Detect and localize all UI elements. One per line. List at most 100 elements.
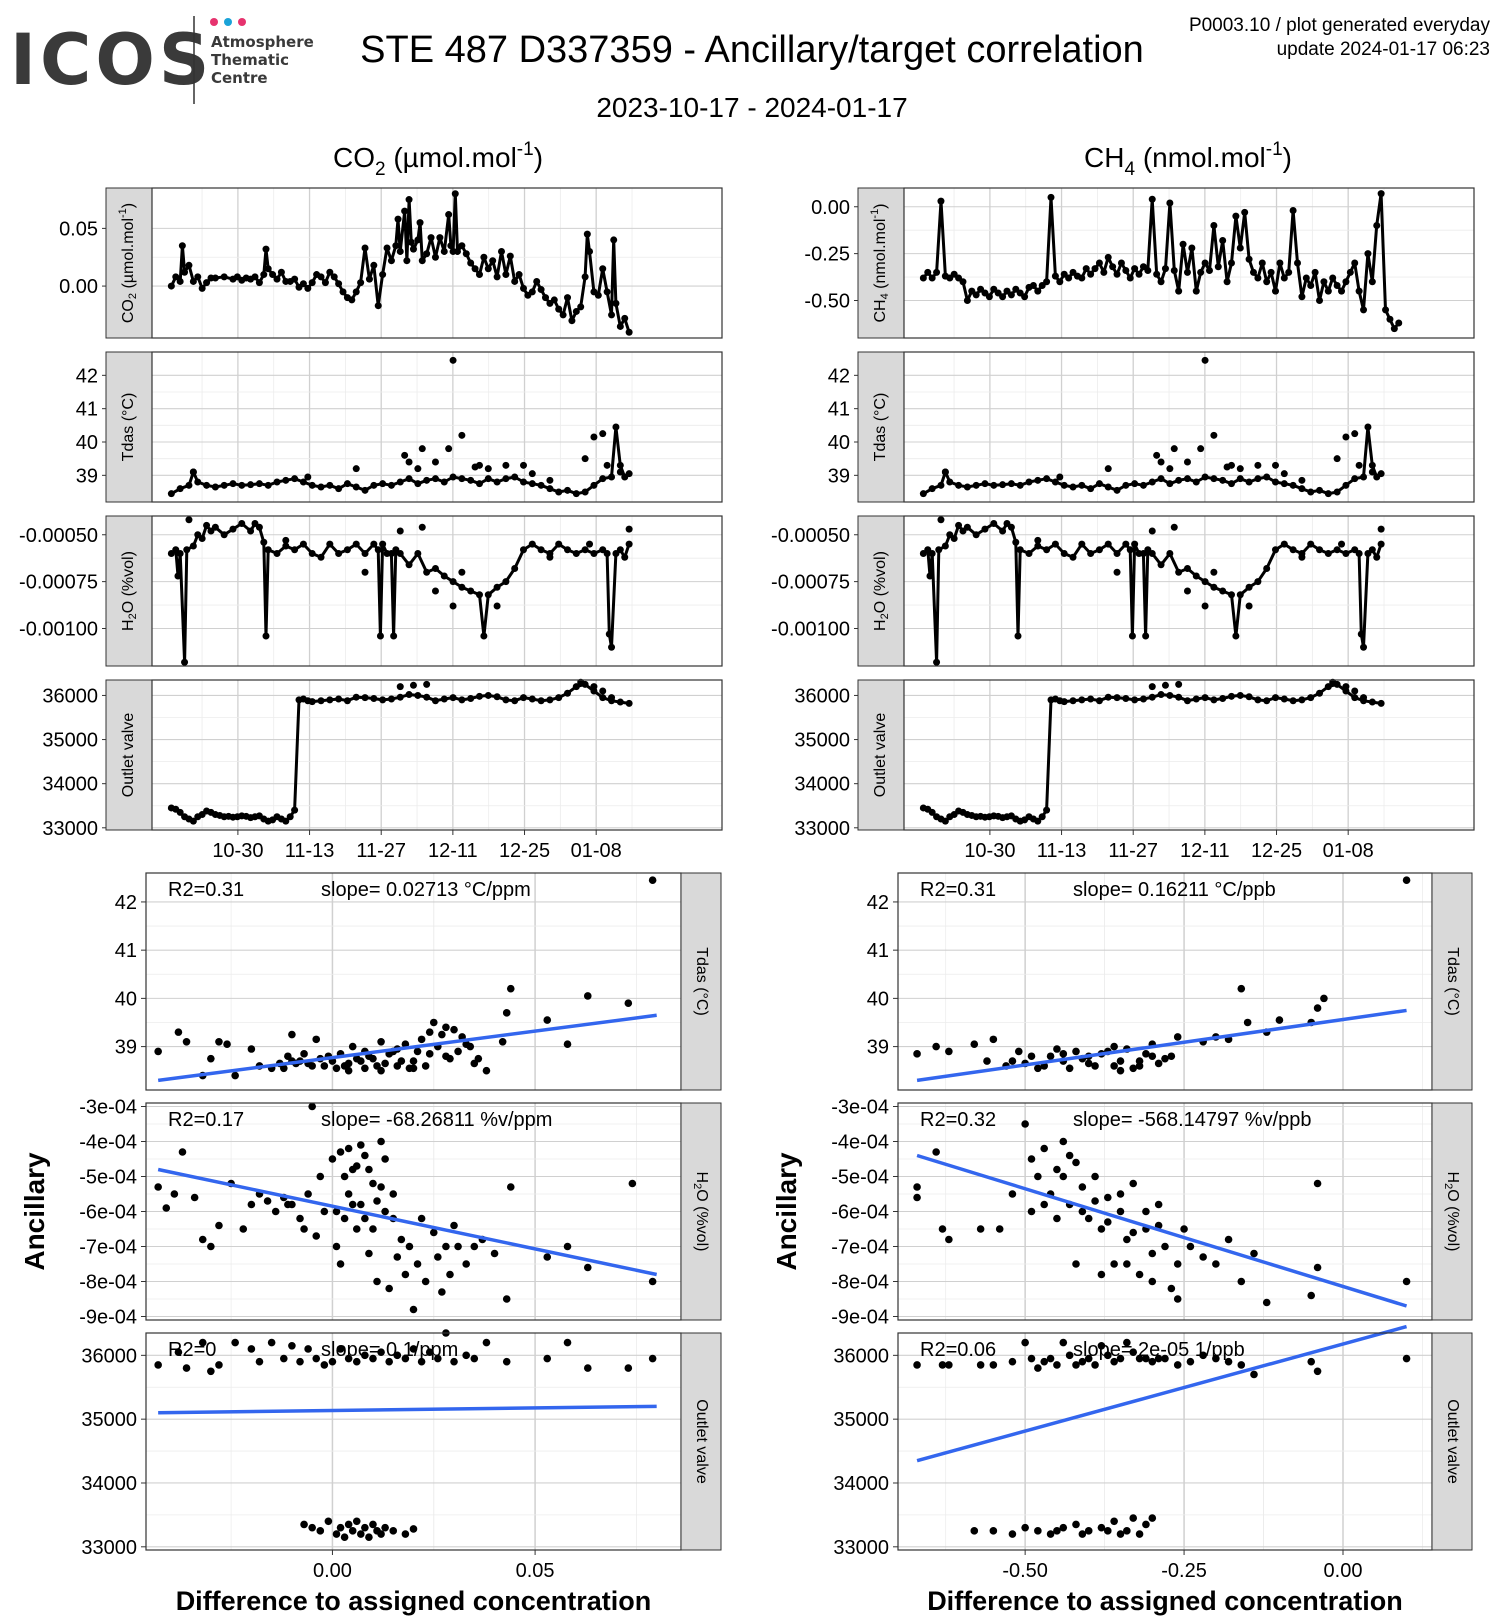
outlier-point — [282, 536, 290, 544]
data-point — [220, 273, 228, 281]
scatter-point — [442, 1023, 450, 1032]
data-point — [528, 540, 536, 548]
y-tick-label: -7e-04 — [79, 1237, 137, 1259]
y-tick-label: 34000 — [81, 1473, 137, 1495]
y-tick-label: 36000 — [81, 1345, 137, 1367]
strip-label: Tdas (°C) — [1444, 947, 1461, 1016]
y-tick-label: -0.25 — [804, 244, 850, 266]
data-point — [1043, 475, 1051, 483]
data-point — [586, 247, 594, 255]
data-point — [1139, 481, 1147, 489]
data-point — [365, 275, 373, 283]
data-point — [229, 480, 237, 488]
data-point — [1368, 278, 1376, 286]
data-point — [1034, 542, 1042, 550]
data-point — [1197, 268, 1205, 276]
x-tick-label: 11-27 — [356, 840, 406, 862]
data-point — [1307, 694, 1315, 702]
scatter-point — [438, 1288, 446, 1296]
data-point — [581, 273, 589, 281]
y-tick-label: -9e-04 — [831, 1307, 889, 1329]
scatter-point — [1199, 1351, 1207, 1360]
outlier-point — [608, 694, 616, 702]
scatter-point — [231, 1071, 239, 1080]
corr-panel-co2-1: -9e-04 -8e-04 -7e-04 -6e-04 -5e-04 -4e-04 -3e-… — [79, 1097, 722, 1329]
y-tick-label: 41 — [828, 399, 850, 421]
scatter-point — [1072, 1361, 1080, 1369]
scatter-point — [1072, 1047, 1080, 1056]
scatter-point — [352, 1517, 361, 1526]
data-point — [489, 257, 497, 265]
y-tick-label: 39 — [867, 1037, 889, 1059]
fit-line — [157, 1167, 658, 1277]
scatter-point — [296, 1214, 304, 1223]
data-point — [1355, 550, 1363, 557]
data-point — [447, 242, 455, 250]
scatter-point — [498, 1037, 507, 1046]
scatter-point — [1046, 1354, 1055, 1363]
data-point — [568, 317, 576, 325]
data-point — [555, 305, 563, 313]
data-point — [1236, 244, 1244, 252]
data-point — [431, 697, 439, 705]
scatter-point — [300, 1520, 308, 1529]
y-tick-label: 0.00 — [811, 197, 850, 219]
scatter-point — [1313, 1004, 1322, 1012]
panel-bg — [152, 188, 722, 338]
y-tick-label: -3e-04 — [79, 1097, 137, 1119]
scatter-point — [506, 984, 515, 993]
slope-label: slope= -68.26811 %v/ppm — [321, 1109, 552, 1131]
data-point — [203, 521, 211, 529]
scatter-point — [976, 1361, 985, 1369]
outlier-point — [599, 430, 607, 438]
outlier-point — [475, 461, 483, 469]
scatter-point — [1313, 1179, 1322, 1188]
data-point — [394, 215, 402, 223]
data-point — [1069, 483, 1077, 491]
data-point — [519, 694, 527, 702]
data-point — [1065, 274, 1073, 282]
data-point — [1153, 270, 1161, 278]
data-point — [1183, 268, 1191, 276]
scatter-point — [365, 1249, 373, 1258]
data-point — [935, 546, 943, 554]
scatter-point — [1186, 1357, 1195, 1366]
scatter-point — [425, 1028, 434, 1036]
strip-text-sub: 2 — [691, 1183, 703, 1189]
strip-label: Tdas (°C) — [872, 393, 889, 462]
icos-logo: ICOS Atmosphere Thematic Centre — [10, 16, 314, 104]
outlier-point — [361, 568, 369, 576]
scatter-point — [1065, 1064, 1074, 1073]
data-point — [414, 691, 422, 699]
data-point — [928, 550, 936, 557]
scatter-point — [989, 1527, 998, 1535]
scatter-point — [288, 1341, 296, 1350]
strip-text-sup: -1 — [869, 209, 881, 219]
info-line-1: P0003.10 / plot generated everyday — [1189, 15, 1491, 36]
data-point — [1043, 806, 1051, 814]
scatter-point — [1072, 1260, 1080, 1268]
strip-text-part: (nmol.mol — [872, 219, 889, 294]
scatter-point — [280, 1064, 288, 1073]
data-point — [1113, 270, 1121, 278]
data-point — [1082, 265, 1090, 273]
data-point — [262, 632, 270, 640]
data-point — [282, 817, 290, 825]
scatter-point — [198, 1235, 207, 1244]
data-point — [537, 697, 545, 705]
data-point — [1091, 265, 1099, 273]
data-point — [352, 288, 360, 296]
data-point — [277, 268, 285, 276]
scatter-point — [361, 1064, 369, 1073]
strip-text-sub: 2 — [879, 613, 891, 619]
y-tick-label: 33000 — [833, 1537, 889, 1559]
scatter-point — [316, 1172, 325, 1181]
scatter-point — [1053, 1527, 1061, 1535]
outlier-point — [1298, 553, 1306, 561]
data-point — [189, 277, 197, 285]
scatter-point — [239, 1225, 248, 1233]
data-point — [928, 274, 936, 282]
y-tick-label: -4e-04 — [831, 1132, 889, 1154]
data-point — [436, 234, 444, 242]
data-point — [555, 694, 563, 702]
